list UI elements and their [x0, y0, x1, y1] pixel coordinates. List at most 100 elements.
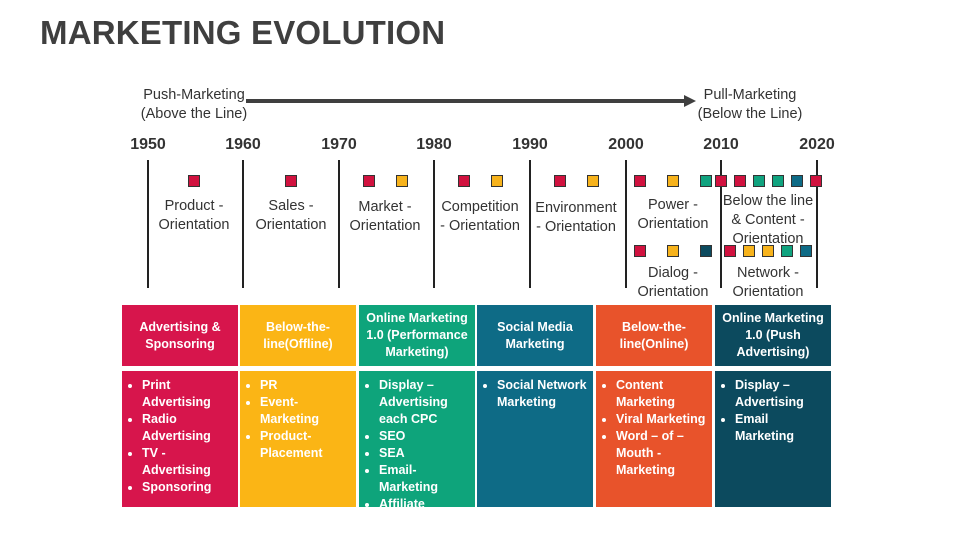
year-label: 1960: [225, 136, 261, 153]
orientation-square: [714, 175, 727, 187]
orientation-square: [743, 245, 755, 257]
orientation-square: [733, 175, 746, 187]
year-label: 1950: [130, 136, 166, 153]
column-header: Advertising & Sponsoring: [122, 305, 238, 366]
orientation-label-line: Dialog -: [648, 265, 698, 281]
orientation-square: [362, 175, 375, 187]
column-list: Content MarketingViral MarketingWord – o…: [602, 377, 706, 479]
column-header: Online Marketing 1.0 (Performance Market…: [359, 305, 475, 366]
orientation-label-line: Power -: [648, 197, 698, 213]
column-list-item: PR: [260, 377, 350, 394]
timeline-divider: [625, 160, 627, 288]
column-list-item: Content Marketing: [616, 377, 706, 411]
orientation-label-line: - Orientation: [536, 219, 616, 235]
timeline-divider: [242, 160, 244, 288]
orientation-square: [586, 175, 599, 187]
column-list-item: SEO: [379, 428, 469, 445]
year-label: 1970: [321, 136, 357, 153]
push-pull-arrow: [246, 95, 696, 107]
column-body: Print AdvertisingRadio AdvertisingTV - A…: [122, 371, 238, 507]
orientation-label-line: Orientation: [349, 218, 421, 234]
column-list-item: Event-Marketing: [260, 394, 350, 428]
column-list-item: Print Advertising: [142, 377, 232, 411]
orientation-square: [771, 175, 784, 187]
orientation-square: [634, 175, 646, 187]
push-marketing-label: Push-Marketing (Above the Line): [140, 87, 248, 122]
column-list-item: Radio Advertising: [142, 411, 232, 445]
orientation-square: [752, 175, 765, 187]
orientation-square: [700, 245, 712, 257]
year-label: 2010: [703, 136, 739, 153]
orientation-label-line: Orientation: [732, 284, 804, 300]
orientation-square: [285, 175, 297, 187]
column-list-item: Display – Advertising each CPC: [379, 377, 469, 428]
orientation-label-line: Sales -: [268, 198, 314, 214]
timeline-divider: [433, 160, 435, 288]
year-label: 1990: [512, 136, 548, 153]
column-header: Below-the-line(Online): [596, 305, 712, 366]
column-list-item: Sponsoring: [142, 479, 232, 496]
column-body: Content MarketingViral MarketingWord – o…: [596, 371, 712, 507]
orientation-label-line: & Content -: [731, 212, 805, 228]
orientation-label-line: Environment: [535, 200, 617, 216]
orientation-square: [800, 245, 812, 257]
orientation-square: [762, 245, 774, 257]
column-header: Online Marketing 1.0 (Push Advertising): [715, 305, 831, 366]
column-list: Display – AdvertisingEmail Marketing: [721, 377, 825, 445]
column-list: PREvent-MarketingProduct-Placement: [246, 377, 350, 462]
orientation-label: Market - Orientation: [335, 198, 435, 236]
column-list-item: Display – Advertising: [735, 377, 825, 411]
column-body: Display – AdvertisingEmail Marketing: [715, 371, 831, 507]
column-list-item: TV - Advertising: [142, 445, 232, 479]
column-list-item: SEA: [379, 445, 469, 462]
year-label: 1980: [416, 136, 452, 153]
column-list-item: Affiliate Marketing: [379, 496, 469, 530]
orientation-square: [809, 175, 822, 187]
year-label: 2020: [799, 136, 835, 153]
orientation-label: Power - Orientation: [623, 196, 723, 234]
column-body: Display – Advertising each CPCSEOSEAEmai…: [359, 371, 475, 528]
column-list: Social Network Marketing: [483, 377, 587, 411]
orientation-label-line: Orientation: [255, 217, 327, 233]
column-list-item: Word – of – Mouth - Marketing: [616, 428, 706, 479]
orientation-label-line: Orientation: [637, 216, 709, 232]
orientation-label-line: Orientation: [637, 284, 709, 300]
orientation-square: [188, 175, 200, 187]
orientation-label: Network - Orientation: [718, 264, 818, 302]
column-list-item: Product-Placement: [260, 428, 350, 462]
orientation-square: [667, 175, 679, 187]
orientation-square: [667, 245, 679, 257]
orientation-label: Product - Orientation: [144, 197, 244, 235]
column-list-item: Viral Marketing: [616, 411, 706, 428]
column-list-item: Email-Marketing: [379, 462, 469, 496]
orientation-label-line: Orientation: [158, 217, 230, 233]
orientation-label-line: - Orientation: [440, 218, 520, 234]
orientation-square: [553, 175, 566, 187]
column-list: Display – Advertising each CPCSEOSEAEmai…: [365, 377, 469, 530]
column-list-item: Social Network Marketing: [497, 377, 587, 411]
orientation-square: [724, 245, 736, 257]
orientation-square: [490, 175, 503, 187]
orientation-label-line: Competition: [441, 199, 519, 215]
page-title: MARKETING EVOLUTION: [40, 14, 446, 51]
year-label: 2000: [608, 136, 644, 153]
column-list: Print AdvertisingRadio AdvertisingTV - A…: [128, 377, 232, 496]
column-header: Below-the-line(Offline): [240, 305, 356, 366]
orientation-label-line: Orientation: [732, 231, 804, 247]
orientation-square: [634, 245, 646, 257]
orientation-square: [700, 175, 712, 187]
timeline-divider: [147, 160, 149, 288]
orientation-label-line: Market -: [358, 199, 412, 215]
column-list-item: Email Marketing: [735, 411, 825, 445]
orientation-square: [781, 245, 793, 257]
column-header: Social Media Marketing: [477, 305, 593, 366]
timeline-divider: [816, 160, 818, 288]
timeline-divider: [720, 160, 722, 288]
orientation-label: Dialog - Orientation: [623, 264, 723, 302]
orientation-label: Sales - Orientation: [241, 197, 341, 235]
column-body: Social Network Marketing: [477, 371, 593, 507]
orientation-label-line: Network -: [736, 265, 800, 281]
orientation-label: Below the line & Content - Orientation: [718, 192, 818, 249]
orientation-label: Environment - Orientation: [526, 199, 626, 237]
orientation-label-line: Below the line: [722, 193, 814, 209]
